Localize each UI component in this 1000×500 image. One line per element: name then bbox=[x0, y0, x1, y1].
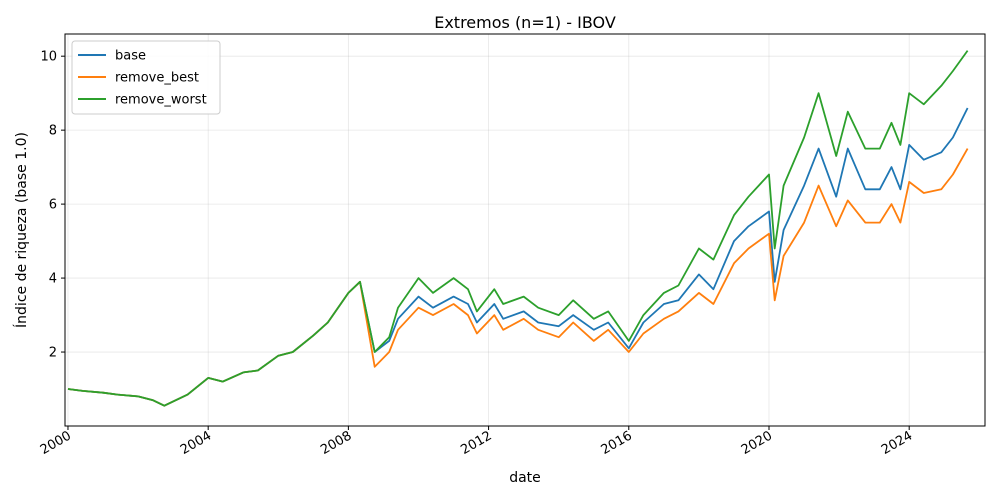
y-axis: 2 4 6 8 10 bbox=[40, 50, 65, 361]
x-axis-label: date bbox=[509, 470, 541, 486]
x-tick-label: 2000 bbox=[38, 428, 74, 458]
x-axis: 2000 2004 2008 2012 2016 2020 2024 bbox=[38, 426, 915, 458]
chart-title: Extremos (n=1) - IBOV bbox=[434, 13, 616, 32]
y-tick-label: 10 bbox=[40, 50, 57, 65]
legend: base remove_best remove_worst bbox=[71, 40, 221, 115]
y-tick-label: 4 bbox=[49, 272, 57, 287]
series-line-base bbox=[67, 107, 969, 407]
y-tick-label: 6 bbox=[49, 198, 57, 213]
legend-label: remove_worst bbox=[115, 93, 207, 108]
x-tick-label: 2004 bbox=[178, 428, 214, 458]
y-axis-label: Índice de riqueza (base 1.0) bbox=[13, 132, 30, 328]
series-line-remove-worst bbox=[67, 50, 969, 407]
plot-lines bbox=[67, 50, 969, 407]
x-tick-label: 2024 bbox=[879, 428, 915, 458]
x-tick-label: 2008 bbox=[318, 428, 354, 458]
x-tick-label: 2020 bbox=[739, 428, 775, 458]
y-tick-label: 2 bbox=[49, 346, 57, 361]
legend-box bbox=[71, 40, 221, 115]
legend-label: remove_best bbox=[115, 71, 199, 86]
x-tick-label: 2016 bbox=[599, 428, 635, 458]
x-tick-label: 2012 bbox=[458, 428, 494, 458]
axes-frame bbox=[64, 33, 986, 427]
legend-label: base bbox=[115, 49, 146, 64]
y-tick-label: 8 bbox=[49, 124, 57, 139]
